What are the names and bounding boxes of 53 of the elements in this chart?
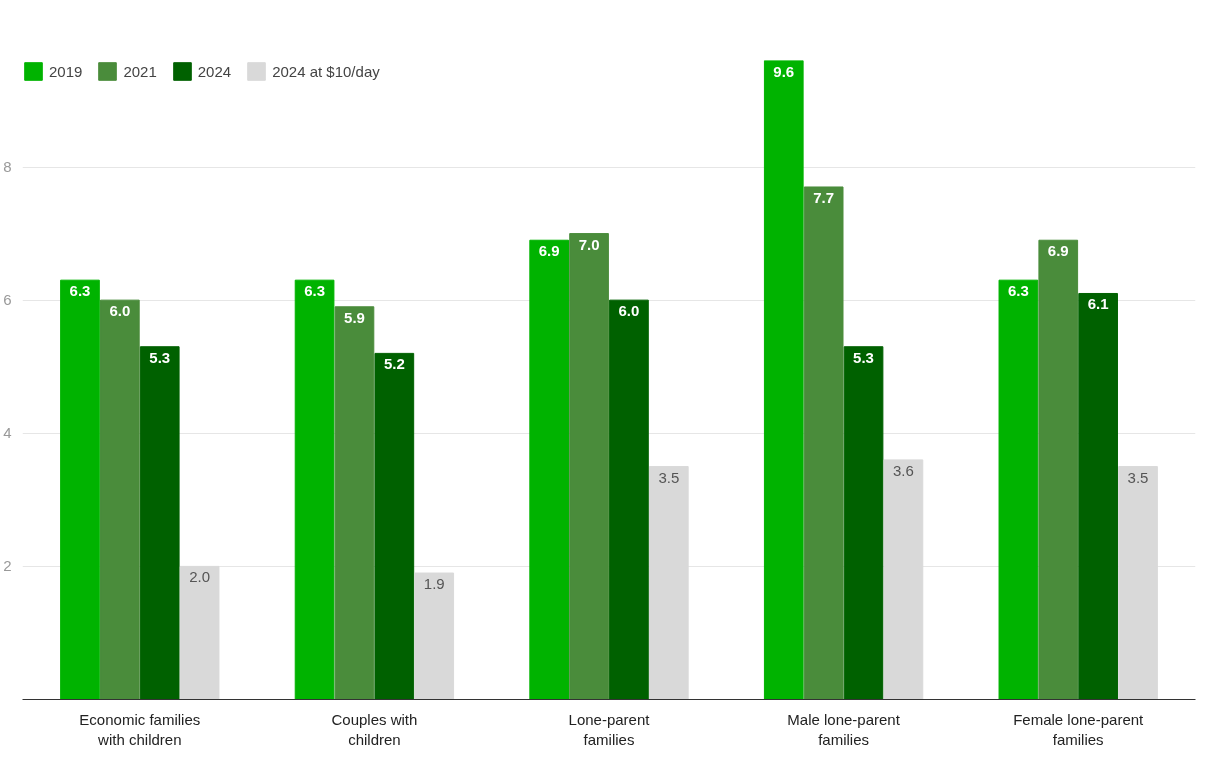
legend-label: 2024 — [197, 62, 232, 80]
data-label: 7.0 — [578, 235, 600, 253]
bar — [843, 346, 884, 700]
bar — [609, 299, 649, 700]
legend-label: 2021 — [123, 62, 157, 80]
y-tick-label: 8 — [3, 158, 12, 175]
bar — [60, 279, 100, 700]
x-tick-label: Couples with children — [331, 710, 418, 748]
bar — [334, 306, 375, 700]
data-label: 6.9 — [538, 242, 560, 260]
data-label: 6.3 — [69, 282, 91, 300]
bar — [414, 572, 455, 700]
bar — [1038, 239, 1079, 700]
bar — [763, 60, 804, 700]
x-tick-label: Economic families with children — [79, 710, 201, 748]
y-tick-label: 6 — [3, 291, 12, 309]
bar — [374, 352, 415, 700]
bar — [803, 186, 844, 700]
data-label: 3.5 — [1127, 468, 1149, 486]
bar — [100, 299, 140, 700]
bar — [294, 279, 335, 700]
data-label: 6.3 — [304, 282, 326, 300]
x-tick-label: Lone-parent families — [568, 710, 651, 748]
legend-label: 2024 at $10/day — [272, 62, 380, 80]
data-label: 3.6 — [893, 461, 914, 479]
bar — [1078, 292, 1118, 700]
bar — [1118, 466, 1158, 700]
x-tick-label: Male lone-parent families — [787, 710, 901, 748]
data-label: 6.9 — [1047, 242, 1069, 260]
data-label: 5.3 — [149, 348, 171, 366]
data-label: 7.7 — [813, 188, 835, 206]
bar — [139, 346, 180, 700]
bar — [179, 565, 220, 700]
data-label: 5.9 — [344, 308, 365, 326]
x-tick-label: Female lone-parent families — [1013, 710, 1145, 748]
legend-label: 2019 — [49, 62, 83, 80]
bar — [998, 279, 1039, 700]
data-label: 6.0 — [618, 302, 640, 320]
bar — [883, 459, 924, 700]
bar — [648, 466, 689, 700]
bar — [529, 239, 570, 700]
data-label: 2.0 — [189, 568, 211, 586]
data-label: 3.5 — [658, 468, 680, 486]
data-label: 9.6 — [773, 62, 795, 80]
y-tick-label: 4 — [3, 424, 12, 442]
bar — [569, 233, 609, 700]
data-label: 6.3 — [1007, 282, 1029, 300]
data-label: 1.9 — [423, 575, 445, 593]
data-label: 5.3 — [853, 348, 874, 366]
y-tick-label: 2 — [3, 557, 12, 575]
data-label: 5.2 — [383, 355, 405, 373]
data-label: 6.0 — [109, 302, 131, 320]
data-label: 6.1 — [1087, 295, 1109, 313]
